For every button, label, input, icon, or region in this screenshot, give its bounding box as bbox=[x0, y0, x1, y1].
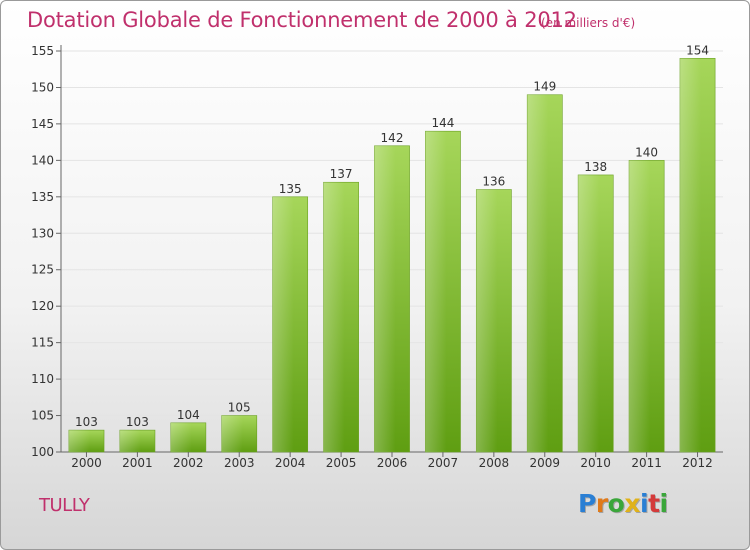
bar-highlight bbox=[679, 58, 716, 453]
bar-value-label: 154 bbox=[686, 43, 709, 57]
y-tick-label: 130 bbox=[31, 226, 54, 240]
x-tick-label: 2003 bbox=[224, 456, 255, 470]
bar-highlight bbox=[170, 422, 206, 452]
x-tick-label: 2012 bbox=[682, 456, 713, 470]
bar-value-label: 137 bbox=[330, 167, 353, 181]
bar-highlight bbox=[68, 430, 105, 452]
logo-letter: t bbox=[648, 489, 660, 518]
x-tick-label: 2004 bbox=[275, 456, 306, 470]
x-tick-label: 2008 bbox=[479, 456, 510, 470]
chart-title: Dotation Globale de Fonctionnement de 20… bbox=[27, 8, 577, 32]
bar-value-label: 138 bbox=[584, 160, 607, 174]
logo-letter: i bbox=[640, 489, 649, 518]
x-tick-label: 2002 bbox=[173, 456, 204, 470]
x-tick-label: 2001 bbox=[122, 456, 153, 470]
bar-highlight bbox=[119, 430, 155, 452]
logo-letter: x bbox=[624, 489, 640, 518]
bar-highlight bbox=[578, 174, 614, 453]
logo-letter: i bbox=[659, 489, 669, 518]
y-tick-label: 110 bbox=[31, 372, 54, 386]
logo-letter: r bbox=[595, 489, 608, 518]
proxiti-logo: Proxiti bbox=[578, 489, 668, 518]
y-tick-label: 145 bbox=[31, 117, 54, 131]
x-tick-label: 2000 bbox=[71, 456, 102, 470]
x-tick-label: 2009 bbox=[529, 456, 560, 470]
bar-highlight bbox=[272, 196, 308, 452]
commune-name: TULLY bbox=[39, 495, 90, 516]
bar-highlight bbox=[629, 160, 665, 452]
x-tick-label: 2006 bbox=[377, 456, 408, 470]
logo-letter: P bbox=[578, 489, 596, 518]
bar-value-label: 142 bbox=[381, 131, 404, 145]
bar-value-label: 140 bbox=[635, 145, 658, 159]
bar-value-label: 105 bbox=[228, 401, 251, 415]
bar-highlight bbox=[323, 182, 359, 452]
y-tick-label: 150 bbox=[31, 80, 54, 94]
logo-letter: o bbox=[607, 489, 625, 518]
x-tick-label: 2005 bbox=[326, 456, 357, 470]
bar-value-label: 103 bbox=[75, 415, 98, 429]
bar-highlight bbox=[374, 145, 410, 453]
bar-highlight bbox=[527, 94, 563, 452]
x-tick-label: 2010 bbox=[580, 456, 611, 470]
y-tick-label: 120 bbox=[31, 299, 54, 313]
y-tick-label: 125 bbox=[31, 263, 54, 277]
y-tick-label: 140 bbox=[31, 153, 54, 167]
y-tick-label: 100 bbox=[31, 445, 54, 459]
y-tick-label: 155 bbox=[31, 44, 54, 58]
y-tick-label: 135 bbox=[31, 190, 54, 204]
bar-value-label: 103 bbox=[126, 415, 149, 429]
y-tick-label: 105 bbox=[31, 409, 54, 423]
bar-highlight bbox=[221, 415, 257, 452]
bar-highlight bbox=[425, 131, 461, 452]
bar-value-label: 149 bbox=[533, 80, 556, 94]
bar-value-label: 104 bbox=[177, 408, 200, 422]
bar-value-label: 136 bbox=[482, 175, 505, 189]
bar-highlight bbox=[476, 189, 512, 452]
y-tick-label: 115 bbox=[31, 336, 54, 350]
bar-value-label: 144 bbox=[431, 116, 454, 130]
x-tick-label: 2011 bbox=[631, 456, 662, 470]
x-tick-label: 2007 bbox=[428, 456, 459, 470]
chart-unit: (en milliers d'€) bbox=[541, 16, 636, 30]
bar-value-label: 135 bbox=[279, 182, 302, 196]
